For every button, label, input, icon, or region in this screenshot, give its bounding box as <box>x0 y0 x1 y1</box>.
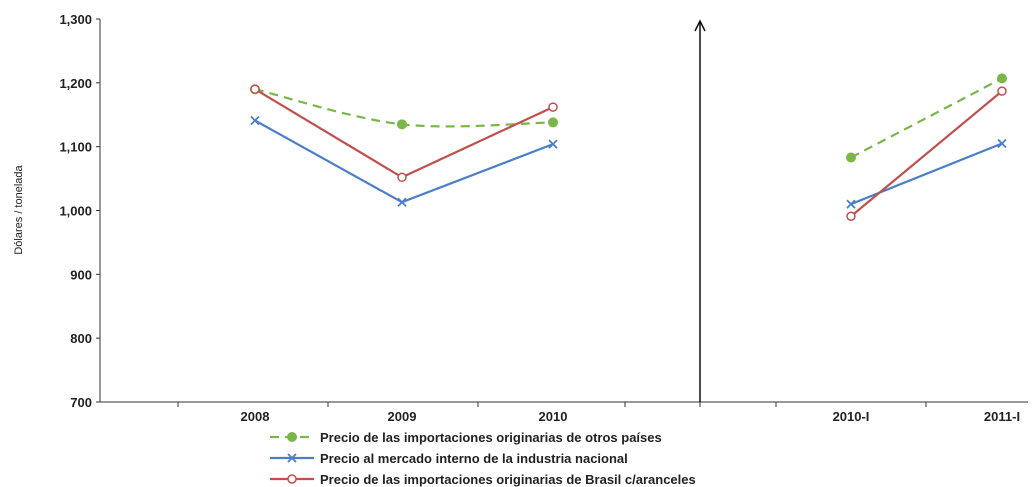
data-point <box>846 199 856 209</box>
y-tick-label: 1,200 <box>59 76 92 91</box>
y-tick-label: 1,300 <box>59 12 92 27</box>
data-point <box>287 432 297 442</box>
data-point <box>287 453 297 463</box>
arrow-head <box>694 19 706 32</box>
legend-label: Precio de las importaciones originarias … <box>320 472 696 487</box>
y-tick-label: 1,000 <box>59 204 92 219</box>
data-point <box>287 474 297 484</box>
series-line <box>254 119 554 204</box>
series-2 <box>250 84 1007 221</box>
data-point <box>997 138 1007 149</box>
data-point <box>250 115 260 126</box>
data-point <box>548 139 558 149</box>
period-divider-arrow <box>694 19 706 402</box>
y-tick-label: 700 <box>70 395 92 410</box>
data-point <box>397 119 407 130</box>
series-layer <box>250 73 1007 221</box>
y-tick-label: 800 <box>70 331 92 346</box>
data-point <box>846 152 856 163</box>
series-line <box>850 77 1003 159</box>
y-tick-label: 900 <box>70 267 92 282</box>
data-point <box>997 73 1007 84</box>
x-tick-label: 2010 <box>539 409 568 424</box>
data-point <box>397 172 407 183</box>
legend-label: Precio al mercado interno de la industri… <box>320 451 628 466</box>
axes <box>99 19 1028 403</box>
y-axis-ticks: 700 800 900 1,000 1,100 1,200 1,300 <box>59 12 100 410</box>
legend-item: Precio al mercado interno de la industri… <box>270 451 628 466</box>
legend: Precio de las importaciones originarias … <box>270 430 696 487</box>
y-axis-label: Dólares / tonelada <box>13 164 25 254</box>
x-tick-label: 2008 <box>241 409 270 424</box>
x-axis-ticks: 2008 2009 2010 2010-I 2011-I <box>177 402 1020 424</box>
y-tick-label: 1,100 <box>59 140 92 155</box>
data-point <box>397 197 407 207</box>
x-tick-label: 2011-I <box>984 409 1020 424</box>
data-point <box>548 102 558 112</box>
legend-item: Precio de las importaciones originarias … <box>270 472 696 487</box>
x-tick-label: 2009 <box>388 409 417 424</box>
series-line <box>850 90 1003 218</box>
x-tick-label: 2010-I <box>833 409 870 424</box>
legend-label: Precio de las importaciones originarias … <box>320 430 662 445</box>
data-point <box>997 86 1007 96</box>
data-point <box>548 117 558 128</box>
data-point <box>250 84 260 94</box>
data-point <box>846 211 856 221</box>
series-1 <box>250 115 1007 209</box>
legend-item: Precio de las importaciones originarias … <box>270 430 662 445</box>
series-0 <box>250 73 1007 163</box>
